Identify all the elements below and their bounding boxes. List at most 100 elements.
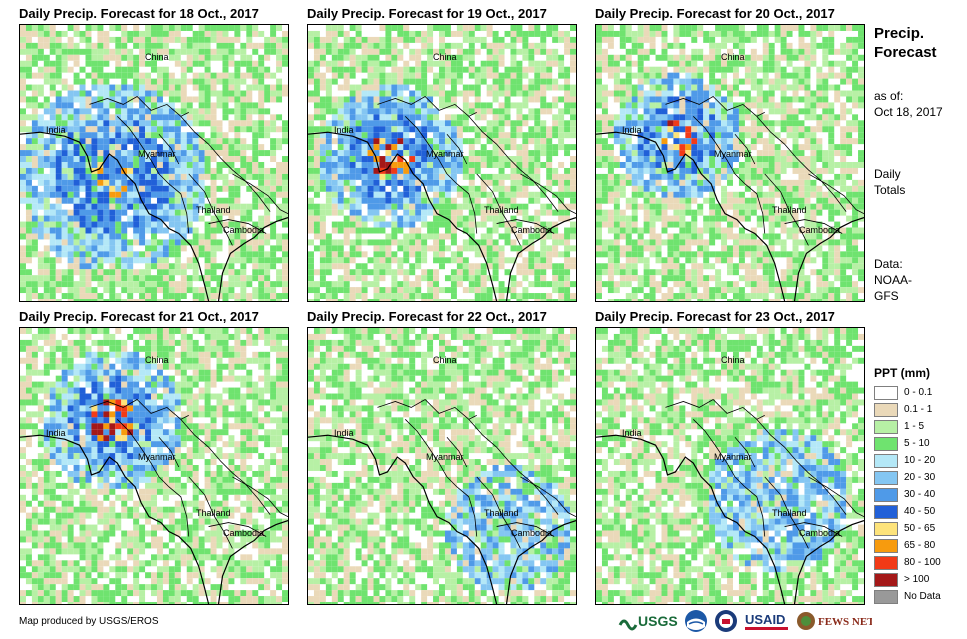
precip-cell xyxy=(468,287,475,294)
precip-cell xyxy=(474,114,481,121)
precip-cell xyxy=(73,167,80,174)
precip-cell xyxy=(79,275,86,282)
precip-cell xyxy=(732,108,739,115)
precip-cell xyxy=(552,239,559,246)
precip-cell xyxy=(264,281,271,288)
precip-cell xyxy=(750,209,757,216)
precip-cell xyxy=(246,162,253,168)
precip-cell xyxy=(145,197,152,204)
place-label-cambodia: Cambodia xyxy=(223,225,265,235)
precip-cell xyxy=(852,197,859,204)
precip-cell xyxy=(421,138,428,145)
precip-cell xyxy=(685,162,692,168)
precip-cell xyxy=(91,293,98,300)
precip-cell xyxy=(313,108,320,115)
precip-cell xyxy=(858,197,864,204)
precip-cell xyxy=(792,215,799,222)
precip-cell xyxy=(270,84,277,91)
precip-cell xyxy=(643,48,650,55)
precip-cell xyxy=(637,72,644,79)
precip-cell xyxy=(49,156,56,163)
precip-cell xyxy=(655,162,662,168)
precip-cell xyxy=(596,173,602,180)
precip-cell xyxy=(156,191,163,198)
precip-cell xyxy=(768,120,775,127)
precip-cell xyxy=(91,25,98,31)
precip-cell xyxy=(355,54,362,61)
precip-cell xyxy=(308,203,314,210)
precip-cell xyxy=(727,251,733,258)
precip-cell xyxy=(732,126,739,133)
precip-cell xyxy=(349,132,356,139)
precip-cell xyxy=(462,269,469,276)
precip-cell xyxy=(308,114,314,121)
precip-cell xyxy=(691,48,698,55)
precip-cell xyxy=(637,36,644,43)
precip-cell xyxy=(31,167,38,174)
precip-cell xyxy=(727,60,733,67)
precip-cell xyxy=(228,239,235,246)
precip-cell xyxy=(67,287,74,294)
precip-cell xyxy=(228,25,235,31)
precip-cell xyxy=(61,281,68,288)
precip-cell xyxy=(522,90,529,97)
precip-cell xyxy=(204,60,211,67)
precip-cell xyxy=(55,66,62,73)
precip-cell xyxy=(379,197,386,204)
precip-cell xyxy=(174,78,181,85)
precip-cell xyxy=(558,263,565,270)
precip-cell xyxy=(750,233,757,240)
precip-cell xyxy=(168,221,175,228)
precip-cell xyxy=(204,30,211,37)
precip-cell xyxy=(649,108,656,115)
precip-cell xyxy=(810,209,817,216)
precip-cell xyxy=(619,84,626,91)
precip-cell xyxy=(721,185,728,192)
precip-cell xyxy=(145,263,152,270)
precip-cell xyxy=(31,96,38,103)
precip-cell xyxy=(258,120,265,127)
precip-cell xyxy=(792,233,799,240)
precip-cell xyxy=(198,245,205,252)
precip-cell xyxy=(727,96,733,103)
precip-cell xyxy=(570,197,576,204)
precip-cell xyxy=(558,275,565,282)
precip-cell xyxy=(115,275,122,282)
precip-cell xyxy=(282,156,288,163)
precip-cell xyxy=(282,275,288,282)
precip-cell xyxy=(282,293,288,300)
precip-cell xyxy=(162,150,169,157)
precip-cell xyxy=(607,36,614,43)
precip-cell xyxy=(679,84,686,91)
precip-cell xyxy=(655,30,662,37)
precip-cell xyxy=(433,179,440,186)
precip-cell xyxy=(31,150,38,157)
precip-cell xyxy=(349,66,356,73)
precip-cell xyxy=(264,185,271,192)
precip-cell xyxy=(49,257,56,264)
precip-cell xyxy=(198,197,205,204)
precip-cell xyxy=(780,221,787,228)
precip-cell xyxy=(409,215,416,222)
precip-cell xyxy=(222,299,229,301)
precip-cell xyxy=(756,191,763,198)
precip-cell xyxy=(450,156,457,163)
precip-cell xyxy=(139,138,146,145)
precip-cell xyxy=(313,167,320,174)
precip-cell xyxy=(540,126,547,133)
precip-cell xyxy=(697,96,704,103)
precip-cell xyxy=(750,227,757,234)
precip-cell xyxy=(355,239,362,246)
precip-cell xyxy=(343,251,350,258)
precip-cell xyxy=(91,251,98,258)
precip-cell xyxy=(822,102,829,109)
precip-cell xyxy=(121,66,128,73)
precip-cell xyxy=(756,162,763,168)
precip-cell xyxy=(661,150,668,157)
precip-cell xyxy=(625,108,632,115)
precip-cell xyxy=(637,167,644,174)
precip-cell xyxy=(391,132,398,139)
precip-cell xyxy=(727,215,733,222)
precip-cell xyxy=(73,257,80,264)
precip-cell xyxy=(204,287,211,294)
